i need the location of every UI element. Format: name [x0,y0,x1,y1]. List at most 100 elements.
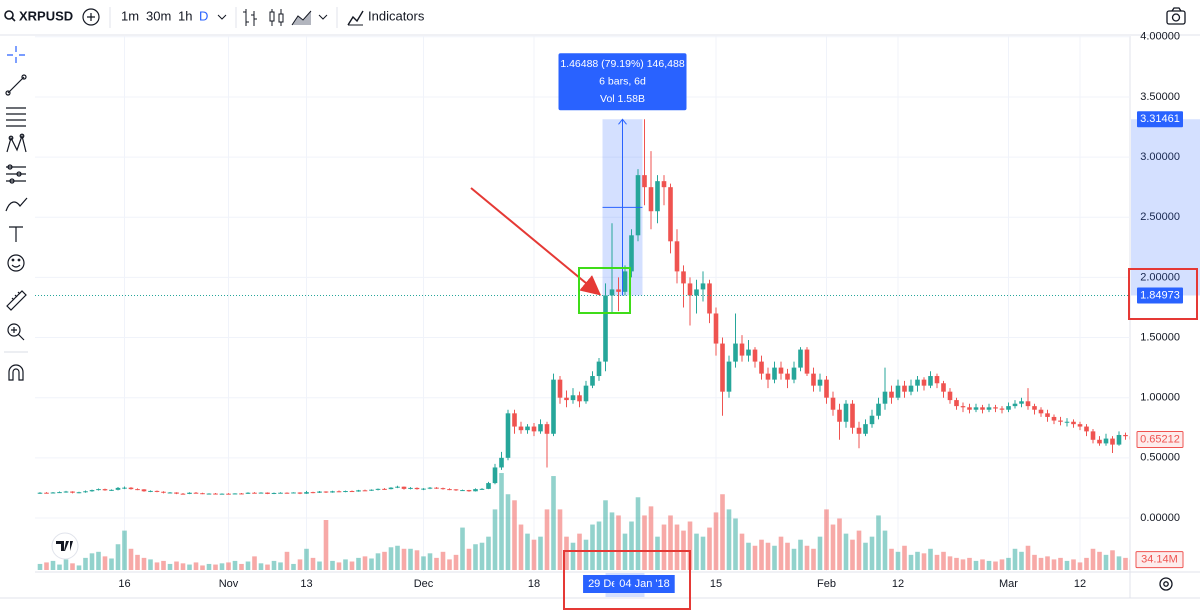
brush-tool[interactable] [5,197,28,212]
text-tool-part[interactable] [9,226,23,242]
ruler-tool[interactable] [6,290,27,311]
bar-style[interactable] [243,9,257,26]
candle-body [50,492,56,494]
compare-button-part[interactable] [82,8,100,26]
snapshot-button-part[interactable] [1171,13,1181,22]
interval[interactable]: 1h [178,8,192,23]
grid [35,36,1130,572]
volume-bar [70,563,75,570]
candle-body [128,487,134,490]
area-style[interactable] [291,10,312,26]
symbol-search-part[interactable] [11,17,16,22]
forecast-tool-part[interactable] [16,171,22,177]
area-style-part[interactable] [291,10,312,26]
y-tick-label: 0.50000 [1140,452,1180,464]
measure-from-label-background [1137,287,1183,304]
candle-body [635,175,641,236]
interval-menu[interactable] [217,14,227,20]
pattern-tool-part[interactable] [6,133,27,153]
crosshair-tool[interactable] [7,46,25,63]
candle-body [362,490,368,492]
settings-button-part[interactable] [1159,577,1173,591]
interval-active[interactable]: D [199,8,208,23]
volume-bar [219,563,225,570]
pattern-tool-part[interactable] [8,135,14,141]
interval[interactable]: 1m [121,8,139,23]
volume-bar [1006,557,1011,570]
candle-body [681,271,686,284]
settings-button[interactable] [1159,577,1173,591]
bar-style-part[interactable] [243,9,257,26]
fib-tool-part[interactable] [6,107,26,127]
ruler-tool-part[interactable] [6,290,27,311]
annotation-green-box [578,267,631,314]
volume-bar [148,559,153,570]
candle-style-part[interactable] [278,13,284,23]
snapshot-button[interactable] [1166,7,1186,25]
candle-body [577,395,582,402]
volume-bar [187,564,192,570]
crosshair-tool-part[interactable] [7,46,25,63]
emoji-tool-part[interactable] [7,254,25,272]
trend-line-tool-part[interactable] [7,76,25,94]
volume-bar [1123,557,1128,570]
symbol[interactable]: XRPUSD [19,8,73,23]
compare-button[interactable] [82,8,100,26]
pattern-tool-part[interactable] [19,133,25,139]
indicators-label[interactable]: Indicators [368,8,425,23]
interval[interactable]: 30m [146,8,171,23]
candle-body [967,407,972,410]
candle-body [466,490,472,492]
candle-body [700,283,706,290]
settings-button-part[interactable] [1163,581,1169,587]
area-style-part[interactable] [292,11,311,25]
forecast-tool-part[interactable] [9,178,15,184]
trend-line-tool-part[interactable] [5,90,11,96]
zoom-tool-part[interactable] [11,327,25,341]
volume-bar [193,562,199,570]
volume-bar [830,524,836,570]
symbol-search[interactable]: XRPUSD [4,8,73,23]
volume-bar [947,556,953,570]
pattern-tool[interactable] [6,133,27,153]
volume-bar [1012,548,1018,570]
fib-tool[interactable] [6,107,26,127]
candle-body [323,491,329,493]
y-tick-label: 2.50000 [1140,211,1180,223]
compare-button-part[interactable] [87,13,95,21]
snapshot-button-part[interactable] [1166,10,1186,25]
emoji-tool[interactable] [7,254,25,272]
indicators-button[interactable]: Indicators [347,8,425,26]
volume-bar [50,560,56,570]
candle-body [876,403,881,416]
volume-bar [369,558,374,570]
candle-body [382,488,387,490]
volume-bar [531,539,537,570]
forecast-tool-part[interactable] [7,164,13,170]
emoji-tool-part[interactable] [11,264,21,268]
snapshot-button-part[interactable] [1171,7,1182,12]
volume-bar [232,560,238,570]
volume-bar [63,559,69,570]
forecast-tool[interactable] [6,164,26,184]
x-tick-label: 16 [118,578,130,590]
volume-bar [265,564,270,570]
zoom-tool[interactable] [7,323,25,341]
magnet-tool[interactable] [8,364,24,381]
style-menu[interactable] [318,14,328,20]
symbol-search-part[interactable] [4,10,14,20]
candle-style[interactable] [269,9,284,26]
emoji-tool-part[interactable] [17,258,21,262]
volume-bar [999,559,1005,570]
trend-line-tool-part[interactable] [21,74,27,80]
indicators-button-part[interactable] [347,10,364,26]
emoji-tool-part[interactable] [11,258,15,262]
text-tool[interactable] [9,226,23,242]
brush-tool-part[interactable] [5,197,28,212]
candle-style-part[interactable] [269,11,275,22]
zoom-tool-part[interactable] [7,323,21,337]
forecast-tool-part[interactable] [6,166,26,182]
trend-line-tool[interactable] [5,74,27,96]
magnet-tool-part[interactable] [8,364,24,381]
candle-body [401,486,407,489]
